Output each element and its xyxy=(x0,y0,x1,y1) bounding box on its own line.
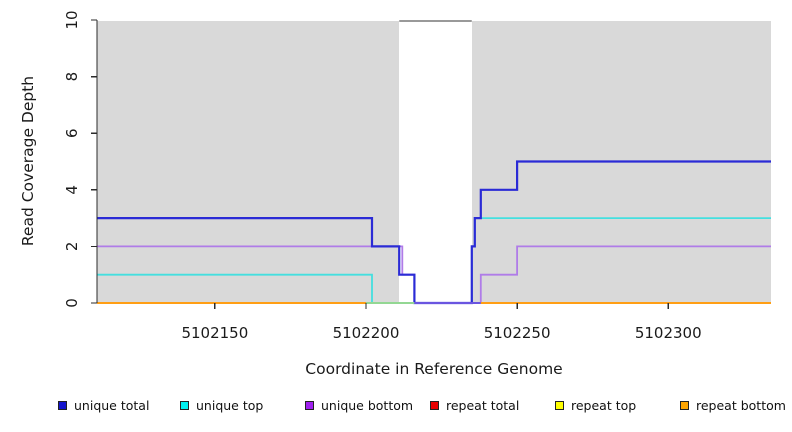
x-tick-label: 5102300 xyxy=(635,324,702,342)
legend-label: repeat total xyxy=(446,398,520,413)
x-tick-label: 5102200 xyxy=(333,324,400,342)
unique-bottom-swatch-icon xyxy=(305,401,314,410)
series-unique-total xyxy=(97,160,771,305)
legend-item-repeat-total: repeat total xyxy=(430,398,519,413)
legend-label: repeat top xyxy=(571,398,637,413)
y-tick-label: 8 xyxy=(63,72,81,82)
y-axis-title: Read Coverage Depth xyxy=(19,75,37,247)
y-tick-label: 2 xyxy=(63,242,81,252)
repeat-bottom-swatch-icon xyxy=(680,401,689,410)
legend-item-unique-bottom: unique bottom xyxy=(305,398,413,413)
legend-item-unique-top: unique top xyxy=(180,398,263,413)
legend: unique total unique top unique bottom re… xyxy=(0,398,792,418)
legend-item-repeat-top: repeat top xyxy=(555,398,636,413)
repeat-total-swatch-icon xyxy=(430,401,439,410)
legend-label: unique top xyxy=(196,398,264,413)
x-tick-label: 5102150 xyxy=(181,324,248,342)
unique-total-swatch-icon xyxy=(58,401,67,410)
unique-top-swatch-icon xyxy=(180,401,189,410)
legend-label: unique bottom xyxy=(321,398,414,413)
legend-item-repeat-bottom: repeat bottom xyxy=(680,398,786,413)
y-tick-label: 4 xyxy=(63,185,81,195)
y-tick-label: 0 xyxy=(63,298,81,308)
legend-label: unique total xyxy=(74,398,150,413)
legend-item-unique-total: unique total xyxy=(58,398,149,413)
y-tick-label: 10 xyxy=(63,10,81,29)
y-tick-label: 6 xyxy=(63,128,81,138)
legend-label: repeat bottom xyxy=(696,398,786,413)
x-tick-label: 5102250 xyxy=(484,324,551,342)
shaded-region xyxy=(97,21,400,303)
repeat-top-swatch-icon xyxy=(555,401,564,410)
x-axis-title: Coordinate in Reference Genome xyxy=(305,360,563,378)
